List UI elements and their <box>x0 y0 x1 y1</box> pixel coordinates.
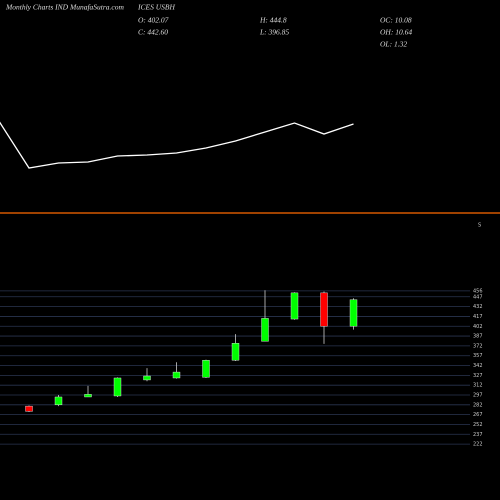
candle-body <box>143 375 151 381</box>
y-tick-label: 297 <box>473 393 483 399</box>
y-tick-label: 417 <box>473 314 483 320</box>
candle-body <box>113 377 122 397</box>
info: H: 444.8 <box>259 16 287 25</box>
y-tick-label: 402 <box>473 324 483 330</box>
info: O: 402.07 <box>138 16 169 25</box>
y-tick-label: 237 <box>473 432 483 438</box>
y-tick-label: 342 <box>473 363 483 369</box>
y-tick-label: 252 <box>473 422 483 428</box>
y-tick-label: 432 <box>473 304 483 310</box>
info: C: 442.60 <box>138 28 168 37</box>
candle-body <box>84 394 92 398</box>
y-tick-label: 282 <box>473 402 483 408</box>
info: OC: 10.08 <box>380 16 412 25</box>
y-tick-label: 456 <box>473 288 483 294</box>
panel-label: S <box>478 223 481 229</box>
candle-body <box>202 360 210 378</box>
info: L: 396.85 <box>259 28 289 37</box>
candle-body <box>261 318 269 342</box>
y-tick-label: 372 <box>473 343 483 349</box>
y-tick-label: 357 <box>473 353 483 359</box>
info: OH: 10.64 <box>380 28 412 37</box>
chart-title: Monthly Charts IND MunafaSutra.com <box>5 3 124 12</box>
info: OL: 1.32 <box>380 40 407 49</box>
candle-body <box>172 371 181 379</box>
indicator-line <box>0 121 354 169</box>
candle-body <box>290 292 299 320</box>
y-tick-label: 387 <box>473 334 483 340</box>
candle-body <box>320 292 328 327</box>
y-tick-label: 222 <box>473 442 483 448</box>
candle-body <box>25 405 33 412</box>
candle-body <box>231 343 240 361</box>
y-tick-label: 327 <box>473 373 483 379</box>
candle-body <box>54 396 63 406</box>
symbol: ICES USBH <box>137 3 175 12</box>
y-tick-label: 447 <box>473 294 483 300</box>
candle-body <box>349 299 358 327</box>
y-tick-label: 267 <box>473 412 483 418</box>
y-tick-label: 312 <box>473 383 483 389</box>
